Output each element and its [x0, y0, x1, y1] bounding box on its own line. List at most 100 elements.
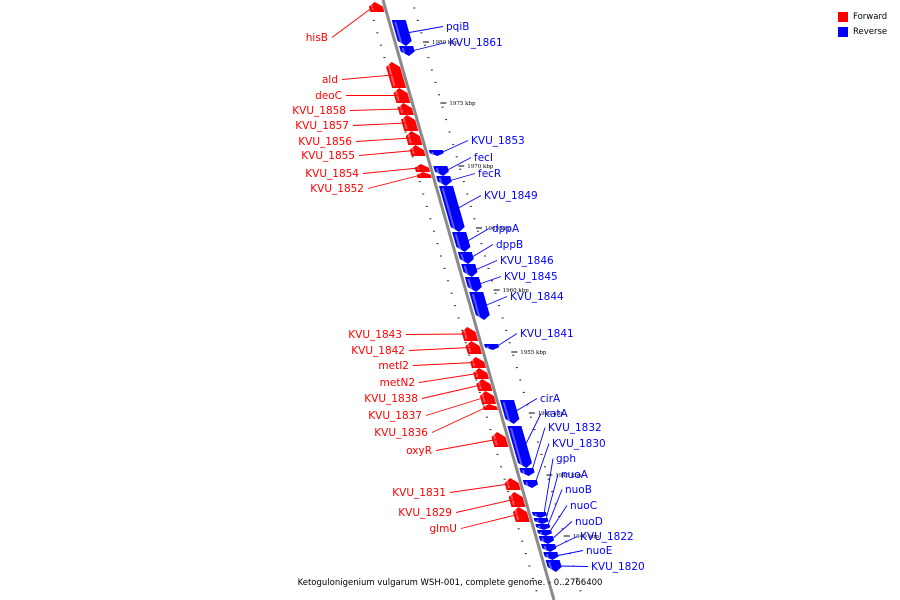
gene-label-kvu-1830[interactable]: KVU_1830	[534, 438, 606, 485]
gene-kvu-1852[interactable]	[416, 172, 432, 178]
gene-label-kvu-1841[interactable]: KVU_1841	[495, 328, 574, 348]
gene-kvu-1849[interactable]	[439, 186, 465, 232]
gene-label-nuod[interactable]: nuoD	[550, 516, 603, 541]
gene-name: katA	[544, 408, 568, 420]
gene-hisb[interactable]	[368, 2, 385, 12]
gene-dppa[interactable]	[452, 232, 471, 252]
gene-label-kvu-1861[interactable]: KVU_1861	[411, 37, 503, 52]
gene-nuob[interactable]	[535, 524, 551, 530]
gene-label-kvu-1852[interactable]: KVU_1852	[310, 174, 421, 195]
gene-label-dppa[interactable]: dppA	[465, 223, 520, 243]
gene-label-metn2[interactable]: metN2	[380, 373, 478, 390]
gene-label-kvu-1853[interactable]: KVU_1853	[440, 135, 525, 154]
gene-label-nuoc[interactable]: nuoC	[548, 500, 597, 534]
gene-kvu-1836[interactable]	[482, 404, 498, 410]
gene-fecr[interactable]	[436, 176, 452, 186]
gene-dppb[interactable]	[457, 252, 474, 264]
gene-label-kvu-1838[interactable]: KVU_1838	[364, 384, 481, 405]
gene-nuoe[interactable]	[543, 552, 559, 560]
gene-label-kvu-1844[interactable]: KVU_1844	[484, 291, 564, 307]
gene-label-nuoa[interactable]: nuoA	[545, 469, 589, 522]
gene-kata[interactable]	[507, 426, 532, 468]
gene-label-kvu-1845[interactable]: KVU_1845	[477, 271, 558, 285]
legend-swatch-reverse	[838, 26, 848, 37]
gene-name: KVU_1822	[580, 531, 634, 543]
gene-label-kvu-1836[interactable]: KVU_1836	[374, 406, 488, 439]
gene-name: ald	[322, 74, 338, 86]
gene-kvu-1861[interactable]	[399, 46, 415, 56]
gene-kvu-1846[interactable]	[461, 264, 478, 277]
gene-label-kvu-1843[interactable]: KVU_1843	[348, 329, 467, 341]
gene-label-kvu-1829[interactable]: KVU_1829	[398, 499, 514, 520]
gene-label-deoc[interactable]: deoC	[315, 90, 399, 102]
gene-label-fecr[interactable]: fecR	[448, 168, 502, 182]
gene-name: KVU_1858	[292, 105, 346, 117]
gene-label-kata[interactable]: katA	[523, 408, 568, 448]
gene-name: KVU_1849	[484, 190, 538, 202]
gene-label-kvu-1854[interactable]: KVU_1854	[305, 167, 419, 180]
gene-nuoa[interactable]	[533, 518, 549, 524]
gene-label-kvu-1856[interactable]: KVU_1856	[298, 136, 411, 148]
gene-label-kvu-1857[interactable]: KVU_1857	[295, 120, 407, 132]
gene-label-kvu-1832[interactable]: KVU_1832	[531, 422, 602, 473]
gene-name: KVU_1836	[374, 427, 428, 439]
gene-label-kvu-1822[interactable]: KVU_1822	[552, 531, 634, 549]
legend: Forward Reverse	[838, 9, 887, 39]
gene-label-ald[interactable]: ald	[322, 74, 393, 86]
legend-swatch-forward	[838, 11, 848, 22]
gene-kvu-1830[interactable]	[522, 480, 539, 488]
gene-label-gph[interactable]: gph	[543, 453, 576, 516]
gene-label-kvu-1820[interactable]: KVU_1820	[558, 561, 645, 573]
gene-name: glmU	[430, 523, 458, 535]
gene-kvu-1832[interactable]	[519, 468, 535, 476]
gene-label-dppb[interactable]: dppB	[470, 239, 524, 259]
gene-nuod[interactable]	[538, 536, 554, 544]
gene-label-kvu-1855[interactable]: KVU_1855	[301, 150, 414, 162]
gene-kvu-1822[interactable]	[541, 544, 557, 552]
gene-label-kvu-1837[interactable]: KVU_1837	[368, 397, 485, 423]
gene-label-nuob[interactable]: nuoB	[546, 484, 592, 528]
gene-label-meti2[interactable]: metI2	[378, 360, 475, 372]
tick-label: 1965 kbp	[485, 226, 512, 232]
legend-item-reverse: Reverse	[838, 24, 887, 39]
gene-label-feci[interactable]: fecI	[445, 152, 493, 172]
gene-label-kvu-1842[interactable]: KVU_1842	[351, 345, 471, 357]
gene-kvu-1845[interactable]	[464, 277, 482, 292]
gene-name: fecI	[474, 152, 493, 164]
gene-kvu-1841[interactable]	[484, 344, 499, 350]
gene-label-nuoe[interactable]: nuoE	[555, 545, 612, 557]
gene-name: pqiB	[446, 21, 469, 33]
gene-label-kvu-1858[interactable]: KVU_1858	[292, 105, 403, 117]
gene-gph[interactable]	[531, 512, 547, 518]
gene-name: KVU_1852	[310, 183, 364, 195]
gene-label-kvu-1846[interactable]: KVU_1846	[473, 255, 554, 271]
gene-label-hisb[interactable]: hisB	[306, 6, 374, 44]
tick-label: 1955 kbp	[520, 350, 547, 356]
gene-nuoc[interactable]	[537, 530, 552, 536]
gene-name: dppA	[492, 223, 520, 235]
gene-name: metI2	[378, 360, 409, 372]
gene-label-pqib[interactable]: pqiB	[406, 21, 469, 34]
gene-name: KVU_1861	[449, 37, 503, 49]
gene-name: metN2	[380, 377, 415, 389]
gene-name: KVU_1829	[398, 507, 452, 519]
gene-kvu-1820[interactable]	[545, 560, 562, 572]
gene-kvu-1853[interactable]	[428, 150, 444, 156]
gene-name: KVU_1820	[591, 561, 645, 573]
tick-label: 1975 kbp	[449, 101, 476, 107]
gene-name: KVU_1841	[520, 328, 574, 340]
tick-label: 1945 kbp	[555, 473, 582, 479]
gene-name: KVU_1832	[548, 422, 602, 434]
gene-label-oxyr[interactable]: oxyR	[406, 439, 497, 458]
legend-label-forward: Forward	[853, 11, 888, 22]
gene-kvu-1844[interactable]	[469, 292, 490, 320]
gene-label-cira[interactable]: cirA	[514, 393, 561, 413]
gene-pqib[interactable]	[391, 20, 412, 46]
gene-label-kvu-1849[interactable]: KVU_1849	[456, 190, 538, 210]
gene-label-glmu[interactable]: glmU	[430, 514, 518, 536]
gene-label-kvu-1831[interactable]: KVU_1831	[392, 483, 510, 499]
gene-cira[interactable]	[500, 400, 520, 424]
gene-name: KVU_1857	[295, 120, 349, 132]
gene-feci[interactable]	[433, 166, 449, 176]
